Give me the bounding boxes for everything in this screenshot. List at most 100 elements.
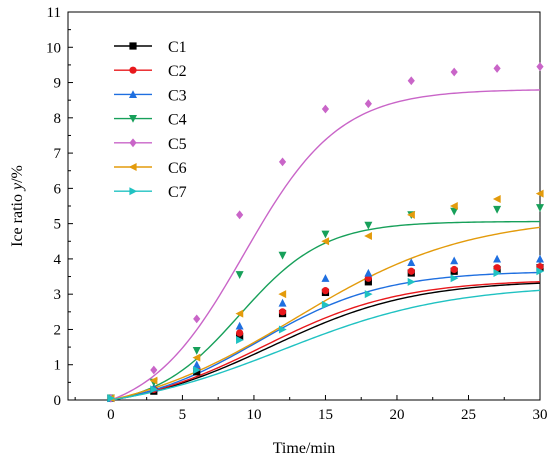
y-tick-label: 2 [54, 322, 62, 338]
data-point-c3 [278, 298, 287, 307]
data-point-c5 [364, 99, 372, 109]
data-point-c4 [450, 207, 459, 216]
data-point-c4 [364, 221, 373, 230]
data-point-c3 [192, 360, 201, 369]
data-point-c4 [235, 271, 244, 279]
x-tick-label: 15 [318, 407, 333, 423]
data-point-c3 [536, 254, 544, 263]
data-point-c3 [493, 254, 502, 263]
data-point-c7 [278, 325, 287, 334]
legend-label-c6: C6 [168, 160, 187, 177]
y-tick-label: 3 [54, 287, 62, 303]
x-tick-label: 25 [461, 407, 476, 423]
data-point-c3 [321, 274, 330, 282]
data-point-c2 [493, 264, 501, 272]
data-point-c5 [536, 62, 544, 72]
legend-label-c3: C3 [168, 87, 187, 104]
legend-label-c4: C4 [168, 112, 187, 129]
data-point-c7 [450, 274, 459, 283]
data-point-c5 [150, 365, 158, 375]
y-axis-title-symbol: y [9, 182, 26, 192]
legend-marker-c1 [129, 42, 137, 50]
data-point-c7 [236, 336, 244, 345]
legend: C1 C2 C3 C4 C5 C6 C7 [114, 39, 187, 201]
legend-marker-c3 [129, 90, 137, 98]
data-point-c6 [449, 202, 458, 210]
fit-curve-c1 [110, 282, 541, 401]
data-point-c3 [364, 268, 373, 277]
data-point-c5 [407, 76, 415, 86]
data-point-c2 [236, 329, 244, 337]
legend-marker-c7 [129, 187, 138, 196]
data-point-c5 [493, 64, 501, 73]
y-tick-label: 11 [47, 5, 61, 21]
data-point-c2 [407, 267, 415, 275]
data-point-c4 [278, 251, 287, 260]
legend-marker-c6 [128, 163, 137, 171]
data-point-c7 [150, 385, 159, 394]
data-point-c4 [536, 204, 544, 212]
y-tick-label: 6 [54, 181, 62, 197]
data-point-c7 [321, 300, 330, 309]
data-point-c5 [450, 67, 458, 77]
y-tick-label: 0 [54, 393, 62, 409]
data-point-c6 [235, 309, 244, 318]
data-point-c4 [493, 205, 502, 214]
data-point-c5 [321, 104, 330, 114]
data-point-c6 [535, 189, 544, 198]
data-point-c5 [278, 157, 287, 167]
legend-marker-c2 [129, 66, 137, 74]
data-point-c2 [278, 308, 287, 316]
data-point-c4 [192, 347, 201, 355]
data-point-c7 [493, 269, 502, 278]
data-points [106, 62, 545, 403]
legend-label-c7: C7 [168, 184, 187, 201]
data-point-c6 [364, 231, 372, 240]
y-tick-label: 7 [54, 146, 62, 162]
y-tick-label: 1 [54, 358, 62, 374]
y-tick-label: 5 [54, 217, 62, 233]
data-point-c6 [407, 210, 415, 219]
y-axis-title: Ice ratio y/% [9, 165, 26, 247]
data-point-c7 [107, 394, 116, 403]
y-tick-label: 8 [54, 111, 62, 127]
x-tick-label: 20 [389, 407, 404, 423]
axes: 0 5 10 15 20 25 30 0 1 2 3 4 5 6 7 8 9 10 11 [46, 5, 548, 423]
data-point-c6 [278, 290, 287, 299]
data-point-c2 [321, 287, 330, 295]
data-point-c3 [407, 258, 416, 267]
data-point-c7 [364, 290, 373, 299]
legend-label-c1: C1 [168, 39, 187, 56]
data-point-c5 [193, 314, 201, 324]
data-point-c3 [235, 321, 244, 330]
y-axis-title-prefix: Ice ratio [9, 190, 26, 247]
legend-label-c5: C5 [168, 136, 187, 153]
data-point-c6 [192, 353, 201, 362]
legend-label-c2: C2 [168, 63, 187, 80]
fit-curve-c4 [110, 220, 541, 401]
data-point-c7 [536, 267, 545, 276]
data-point-c5 [236, 210, 244, 220]
y-tick-label: 10 [46, 40, 61, 56]
data-point-c3 [450, 256, 459, 265]
data-point-c6 [321, 237, 330, 246]
data-point-c7 [193, 366, 201, 375]
data-point-c4 [321, 230, 330, 239]
x-tick-label: 5 [179, 407, 187, 423]
x-axis-title: Time/min [273, 440, 336, 457]
data-point-c2 [450, 265, 458, 274]
data-point-c6 [492, 194, 501, 203]
y-tick-label: 4 [54, 252, 62, 268]
fit-curve-c6 [110, 226, 541, 401]
y-axis-title-unit: /% [9, 165, 26, 183]
x-tick-label: 10 [246, 407, 261, 423]
data-point-c6 [149, 376, 158, 385]
legend-marker-c5 [129, 138, 137, 148]
legend-marker-c4 [129, 115, 137, 123]
x-tick-label: 30 [533, 407, 548, 423]
fit-curve-c2 [110, 280, 541, 401]
fit-curve-c7 [110, 289, 541, 401]
x-tick-label: 0 [107, 407, 115, 423]
data-point-c7 [407, 277, 416, 286]
